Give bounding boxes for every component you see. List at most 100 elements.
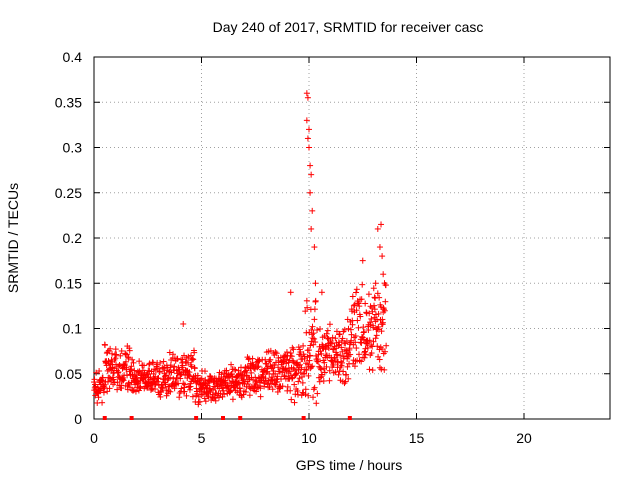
data-point xyxy=(358,296,365,303)
data-point xyxy=(269,386,276,393)
data-point xyxy=(372,280,379,287)
data-point xyxy=(94,384,101,391)
data-point xyxy=(123,364,130,371)
data-point xyxy=(341,326,348,333)
data-point xyxy=(106,366,113,373)
data-point xyxy=(311,244,318,251)
data-point xyxy=(115,374,122,381)
data-point xyxy=(232,366,239,373)
data-point xyxy=(293,370,300,377)
data-point xyxy=(206,386,213,393)
zero-marker xyxy=(238,416,243,420)
data-point xyxy=(290,346,297,353)
data-point xyxy=(188,352,195,359)
data-point xyxy=(310,394,317,401)
data-point xyxy=(266,384,273,391)
data-point xyxy=(325,345,332,352)
data-point xyxy=(228,361,235,368)
data-point xyxy=(381,366,388,373)
data-point xyxy=(306,126,312,133)
data-point xyxy=(185,372,192,379)
data-point xyxy=(303,117,310,124)
data-point xyxy=(199,384,206,391)
data-point xyxy=(267,356,274,363)
data-point xyxy=(306,347,312,354)
data-point xyxy=(136,383,143,390)
data-point xyxy=(99,374,106,381)
data-point xyxy=(137,384,144,391)
data-point xyxy=(268,374,275,381)
data-point xyxy=(314,390,321,397)
data-point xyxy=(318,366,325,373)
data-point xyxy=(315,358,322,365)
zero-marker xyxy=(301,416,306,420)
data-point xyxy=(368,342,375,349)
data-point xyxy=(157,393,164,400)
data-point xyxy=(309,323,316,330)
data-point xyxy=(149,359,156,366)
data-point xyxy=(379,319,386,326)
data-point xyxy=(123,351,130,358)
data-point xyxy=(376,356,383,363)
data-point xyxy=(359,257,366,264)
data-point xyxy=(191,365,198,372)
data-point xyxy=(100,382,107,389)
data-point xyxy=(352,339,359,346)
data-point xyxy=(313,400,320,407)
x-tick-label: 20 xyxy=(516,430,532,446)
data-point xyxy=(299,373,306,380)
data-point xyxy=(366,310,373,317)
y-tick-label: 0 xyxy=(74,411,82,427)
data-point xyxy=(316,378,323,385)
data-point xyxy=(349,321,356,328)
data-point xyxy=(160,365,167,372)
data-point xyxy=(126,347,133,354)
data-point xyxy=(122,358,129,365)
data-point xyxy=(357,313,364,320)
data-point xyxy=(378,328,385,335)
data-point xyxy=(288,353,295,360)
data-point xyxy=(189,355,196,362)
data-point xyxy=(307,352,314,359)
data-point xyxy=(382,348,389,355)
data-point xyxy=(185,353,192,360)
data-point xyxy=(362,300,369,307)
data-point xyxy=(307,342,314,349)
data-point xyxy=(333,328,340,335)
data-point xyxy=(380,271,387,278)
data-point xyxy=(178,385,185,392)
data-point xyxy=(305,372,312,379)
x-axis-label: GPS time / hours xyxy=(296,457,403,473)
data-point xyxy=(327,338,334,345)
data-point xyxy=(374,343,381,350)
data-point xyxy=(117,352,124,359)
data-point xyxy=(353,345,360,352)
data-point xyxy=(352,333,359,340)
data-point xyxy=(383,342,390,349)
data-point xyxy=(291,399,298,406)
data-point xyxy=(160,358,167,365)
data-point xyxy=(284,383,291,390)
data-point xyxy=(365,327,372,334)
data-point xyxy=(189,393,196,400)
data-point xyxy=(103,362,110,369)
data-point xyxy=(254,364,261,371)
data-point xyxy=(274,388,281,395)
data-point xyxy=(144,371,151,378)
data-point xyxy=(376,244,383,251)
data-point xyxy=(179,356,186,363)
data-point xyxy=(283,349,290,356)
data-point xyxy=(370,324,377,331)
data-point xyxy=(380,304,387,311)
data-point xyxy=(107,345,114,352)
data-point xyxy=(91,376,98,383)
x-tick-label: 0 xyxy=(90,430,98,446)
data-point xyxy=(358,358,365,365)
y-tick-label: 0.4 xyxy=(63,49,83,65)
data-point xyxy=(201,368,208,375)
data-point xyxy=(188,363,195,370)
ticks-layer: 0 0.05 0.1 0.15 0.2 0.25 0.3 0.35 0.4 0 5 10 15 20 xyxy=(55,49,610,446)
data-point xyxy=(306,144,312,151)
data-point xyxy=(322,346,329,353)
data-point xyxy=(354,317,361,324)
